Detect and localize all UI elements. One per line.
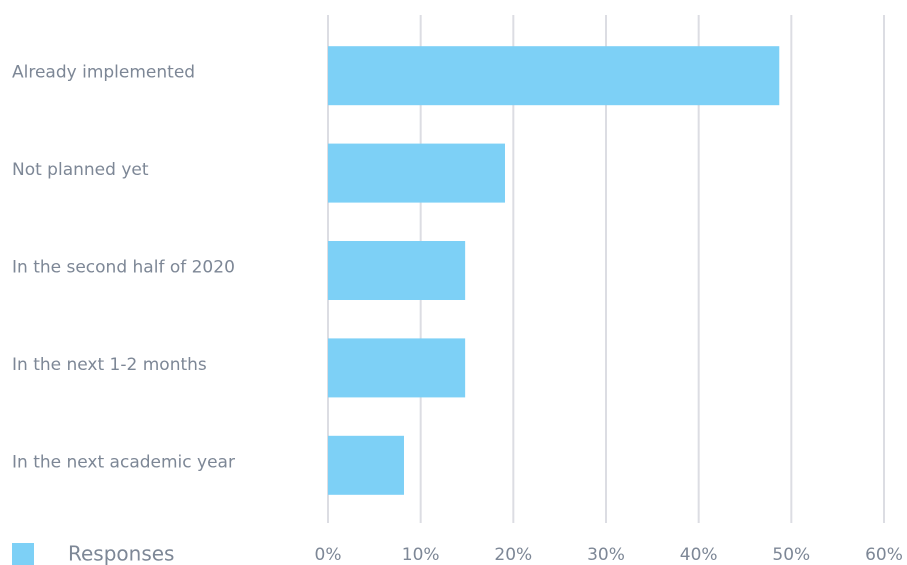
legend-label: Responses [68,542,174,565]
y-tick-label: In the next academic year [12,452,235,472]
x-tick-label: 40% [680,545,718,565]
x-tick-label: 50% [772,545,810,565]
bar [328,46,780,106]
bar [328,143,505,203]
legend-swatch [12,543,34,565]
x-tick-label: 60% [865,545,903,565]
y-tick-label: In the second half of 2020 [12,258,235,278]
x-tick-label: 10% [402,545,440,565]
bar [328,338,466,398]
y-tick-label: Not planned yet [12,160,149,180]
x-tick-label: 30% [587,545,625,565]
x-tick-label: 20% [494,545,532,565]
bar [328,435,404,495]
y-tick-label: Already implemented [12,63,195,83]
x-tick-label: 0% [315,545,342,565]
y-tick-label: In the next 1-2 months [12,355,207,375]
bar [328,241,466,300]
